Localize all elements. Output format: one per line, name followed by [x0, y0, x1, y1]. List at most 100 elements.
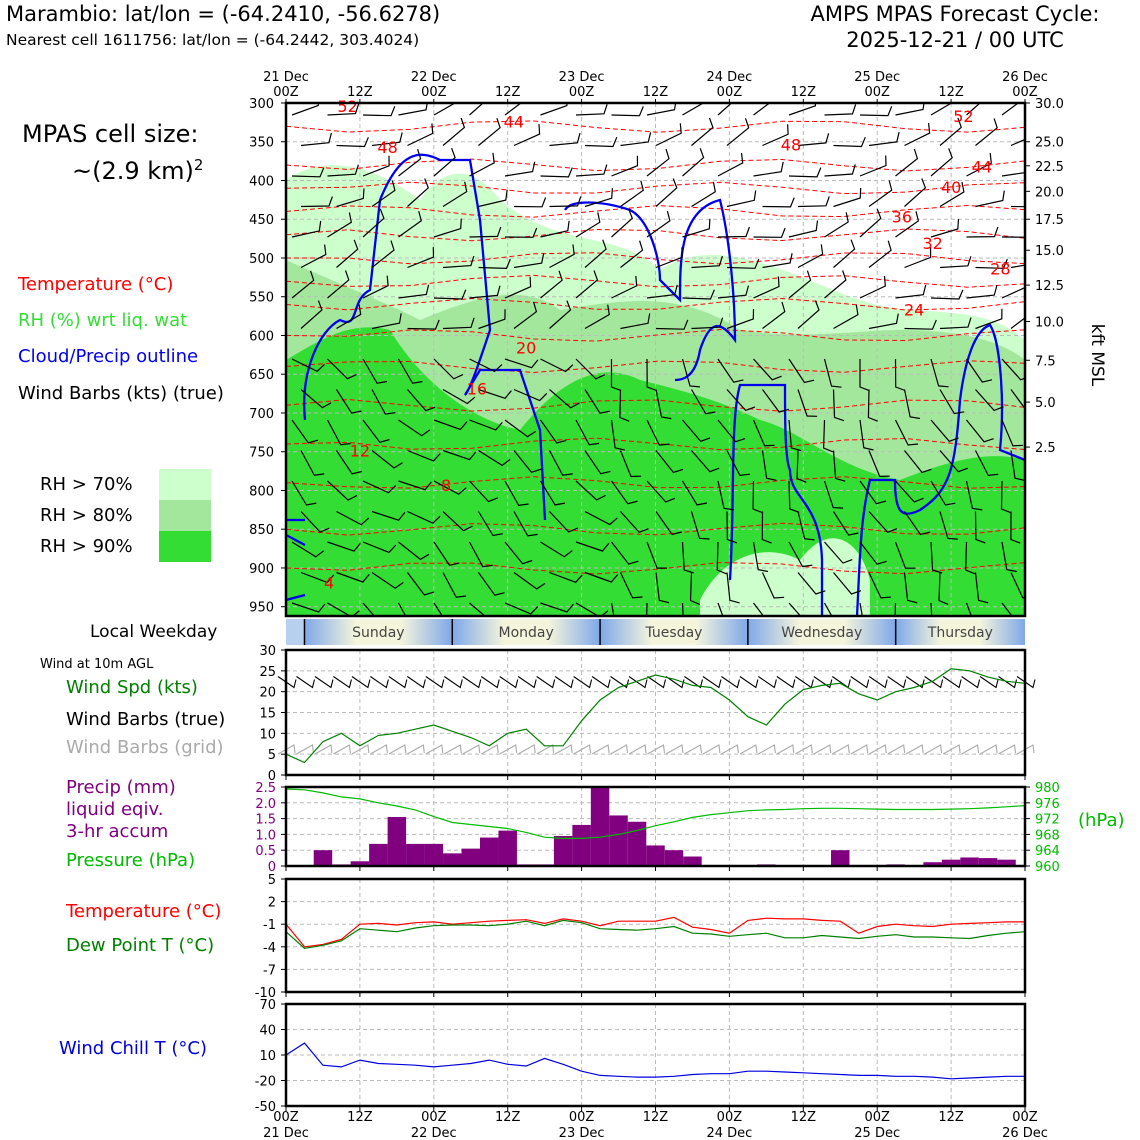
wind-barb	[398, 480, 432, 491]
dewpoint-line	[285, 919, 1026, 949]
wind-barb	[300, 450, 325, 476]
pressure-tick-label: 750	[249, 446, 274, 461]
wind-barb	[726, 389, 756, 412]
wind-barb	[477, 511, 503, 537]
windchill-panel-tick-label: -20	[255, 1075, 276, 1090]
pressure-tick-label: 500	[249, 252, 274, 267]
wind-barb	[371, 180, 396, 207]
isotherm-7	[286, 298, 1025, 311]
wind-barb	[469, 480, 499, 503]
wind-barb	[691, 317, 724, 330]
temp-panel-tick-label: -4	[263, 941, 276, 956]
wind-barb	[691, 255, 723, 269]
legend-precip-3: 3-hr accum	[66, 821, 169, 842]
rh70-lower-area	[700, 538, 870, 616]
wind-barb	[1001, 602, 1013, 616]
wind-barb	[327, 358, 357, 380]
windchill-panel-tick-label: -50	[255, 1100, 276, 1115]
wind-barb	[797, 300, 820, 329]
grid-wind-barb	[739, 744, 758, 755]
wind-barb	[716, 541, 727, 575]
height-tick-label: 20.0	[1035, 185, 1064, 200]
height-tick-label: 30.0	[1035, 97, 1064, 112]
pressure-tick-label: 980	[1035, 781, 1060, 796]
surface-wind-barb	[887, 676, 907, 689]
top-time-label: 12Z	[347, 85, 373, 100]
wind-barb	[859, 106, 893, 117]
wind-barb	[540, 167, 573, 178]
wind-barb	[478, 572, 505, 596]
wind-barb	[797, 572, 826, 595]
surface-wind-barb	[758, 676, 777, 689]
wind-barb	[1010, 205, 1025, 208]
wind-barb	[965, 541, 976, 575]
wind-barb	[762, 124, 789, 147]
wind-barb	[611, 106, 644, 117]
wind-barb	[797, 244, 824, 269]
wind-barb	[291, 167, 325, 178]
wind-barb	[575, 602, 609, 616]
wind-barb	[407, 123, 434, 147]
precip-bar	[406, 843, 425, 866]
top-date-label: 25 Dec	[854, 70, 900, 85]
grid-wind-barb	[905, 744, 924, 755]
wind-barb	[895, 148, 919, 177]
wind-barb	[611, 541, 639, 565]
precip-bar	[627, 821, 647, 866]
surface-wind-barb	[370, 676, 389, 689]
pressure-tick-label: 700	[249, 407, 274, 422]
wind-barb	[965, 602, 973, 616]
wind-barb	[539, 480, 566, 506]
wind-barb	[762, 253, 793, 269]
wind-barb	[407, 510, 441, 524]
wind-barb	[620, 180, 644, 207]
pressure-tick-label: 350	[249, 136, 274, 151]
surface-wind-barb	[480, 676, 500, 689]
isotherm-13	[286, 522, 1025, 536]
wind-barb	[717, 285, 750, 299]
grid-wind-barb	[961, 744, 980, 755]
grid-wind-barb	[407, 744, 425, 755]
surface-wind-barb	[739, 676, 759, 689]
precip-bar	[553, 835, 573, 866]
wind-barb	[1010, 317, 1025, 329]
cloud-outline-0	[303, 153, 547, 521]
wind-barb	[655, 389, 672, 420]
local-weekday-label: Local Weekday	[90, 622, 218, 642]
pressure-tick-label: 968	[1035, 828, 1060, 843]
wind-barb	[327, 212, 352, 238]
wind-barb	[584, 136, 618, 148]
precip-bar	[369, 843, 388, 866]
isotherm-label: 24	[904, 301, 924, 320]
wind-barb	[478, 309, 506, 330]
height-tick-label: 5.0	[1035, 396, 1056, 411]
wind-barb	[575, 419, 600, 446]
bottom-date-label: 23 Dec	[559, 1126, 605, 1140]
wind-barb	[1010, 572, 1025, 599]
wind-barb	[371, 389, 396, 415]
wind-barb	[371, 132, 403, 147]
wind-barb	[930, 148, 953, 177]
legend-rh80-swatch	[159, 500, 211, 531]
isotherm-4	[286, 228, 1025, 242]
wind-barb	[859, 602, 863, 616]
wind-barb	[336, 571, 370, 583]
precip-bar	[461, 848, 480, 866]
height-axis-label: kft MSL	[1087, 324, 1107, 387]
wind-barb	[655, 450, 684, 474]
wind-barb	[442, 181, 468, 208]
wind-barb	[619, 450, 642, 478]
pressure-tick-label: 800	[249, 484, 274, 499]
precip-panel-tick-label: 0.5	[255, 844, 276, 859]
wind-barb	[655, 178, 678, 207]
wind-barb	[966, 103, 981, 116]
height-tick-label: 7.5	[1035, 354, 1056, 369]
precip-bar	[590, 787, 610, 866]
precip-bar	[997, 859, 1016, 866]
wind-barb	[975, 389, 1004, 412]
pressure-tick-label: 972	[1035, 813, 1060, 828]
wind-panel-bg	[286, 650, 1025, 775]
wind-barb	[575, 270, 599, 299]
wind-barb	[682, 289, 715, 300]
surface-wind-barb	[351, 676, 371, 689]
